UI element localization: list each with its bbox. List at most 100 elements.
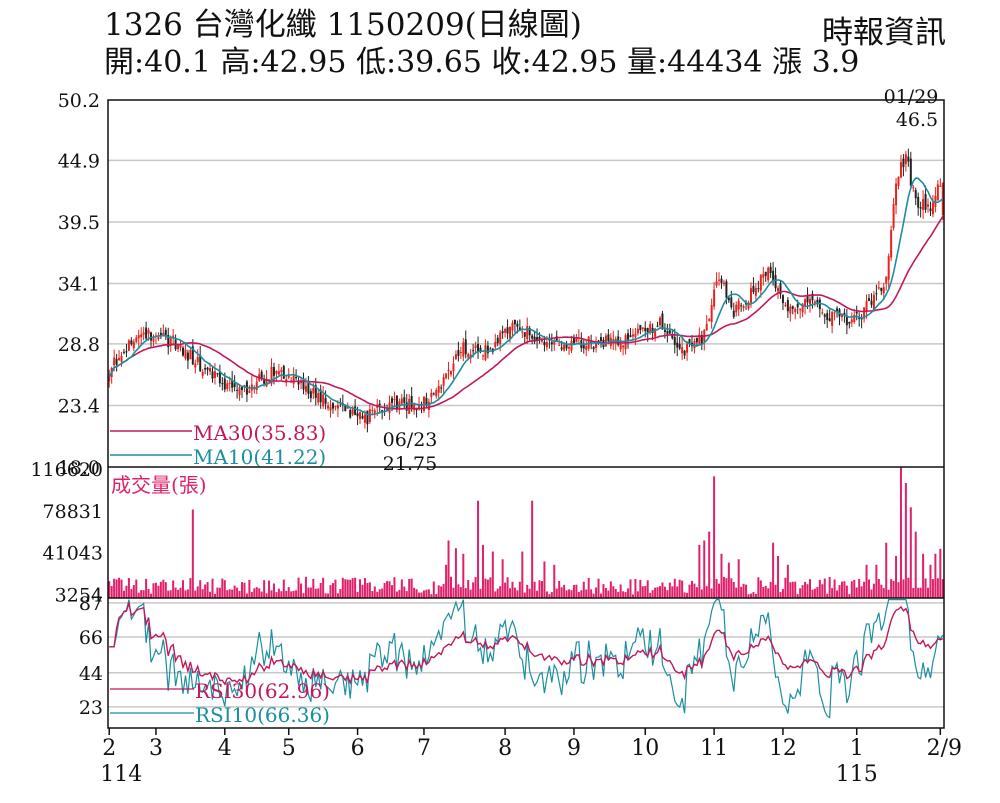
candle-body bbox=[671, 335, 674, 339]
volume-bar bbox=[767, 588, 770, 598]
candle-body bbox=[826, 313, 829, 320]
volume-bar bbox=[467, 579, 470, 598]
candle-body bbox=[454, 354, 457, 359]
volume-bar bbox=[376, 591, 379, 598]
candle-body bbox=[774, 275, 777, 289]
candle-body bbox=[477, 344, 480, 353]
candle-body bbox=[511, 322, 514, 331]
year-label: 115 bbox=[836, 762, 878, 787]
volume-bar bbox=[612, 586, 615, 598]
volume-bar bbox=[331, 583, 334, 598]
candle-body bbox=[157, 337, 160, 340]
volume-bar bbox=[752, 592, 755, 598]
volume-bar bbox=[673, 578, 676, 598]
price-summary: 開:40.1 高:42.95 低:39.65 收:42.95 量:44434 漲… bbox=[104, 45, 860, 80]
volume-bar bbox=[169, 590, 172, 598]
candle-body bbox=[570, 340, 573, 351]
volume-bar bbox=[649, 592, 652, 598]
volume-bar bbox=[386, 581, 389, 598]
volume-bar bbox=[936, 578, 939, 598]
candle-body bbox=[629, 335, 632, 338]
candle-body bbox=[300, 381, 303, 384]
volume-bar bbox=[808, 579, 811, 598]
x-tick-label: 9 bbox=[567, 736, 581, 761]
volume-bar bbox=[904, 482, 907, 598]
candle-body bbox=[870, 300, 873, 305]
volume-bar bbox=[801, 585, 804, 598]
volume-bar bbox=[887, 589, 890, 598]
candle-body bbox=[708, 319, 711, 322]
volume-bar bbox=[354, 577, 357, 598]
volume-bar bbox=[275, 592, 278, 598]
volume-bar bbox=[528, 588, 531, 598]
candle-body bbox=[459, 352, 462, 354]
volume-bar bbox=[137, 592, 140, 598]
candle-body bbox=[927, 204, 930, 207]
volume-bar bbox=[339, 589, 342, 598]
candle-body bbox=[270, 366, 273, 384]
volume-bar bbox=[730, 578, 733, 598]
volume-bar bbox=[789, 582, 792, 598]
volume-bar bbox=[393, 577, 396, 598]
volume-bar bbox=[400, 579, 403, 598]
volume-bar bbox=[191, 509, 194, 598]
candle-body bbox=[823, 314, 826, 317]
candle-body bbox=[526, 325, 529, 340]
volume-bar bbox=[747, 594, 750, 598]
candle-body bbox=[934, 195, 937, 207]
volume-bar bbox=[462, 553, 465, 598]
candle-body bbox=[639, 325, 642, 331]
volume-bar bbox=[373, 586, 376, 598]
volume-bar bbox=[405, 591, 408, 598]
candle-body bbox=[462, 342, 465, 357]
volume-bar bbox=[703, 540, 706, 598]
volume-bar bbox=[550, 592, 553, 598]
volume-bar bbox=[110, 586, 113, 598]
candle-body bbox=[506, 327, 509, 334]
volume-bar bbox=[690, 580, 693, 598]
candle-body bbox=[450, 370, 453, 375]
volume-bar bbox=[826, 593, 829, 598]
volume-bar bbox=[875, 564, 878, 598]
volume-bar bbox=[558, 580, 561, 598]
volume-bar bbox=[796, 594, 799, 598]
rsi30-line bbox=[109, 600, 944, 686]
candle-body bbox=[718, 279, 721, 281]
volume-bar bbox=[447, 540, 450, 598]
candle-body bbox=[393, 398, 396, 401]
candle-body bbox=[432, 393, 435, 395]
candle-body bbox=[604, 335, 607, 347]
volume-bar bbox=[228, 589, 231, 598]
candle-body bbox=[791, 306, 794, 309]
x-tick-label: 2 bbox=[102, 736, 116, 761]
candle-body bbox=[853, 314, 856, 323]
volume-bar bbox=[614, 589, 617, 598]
candle-body bbox=[538, 336, 541, 340]
price-tick-label: 23.4 bbox=[58, 395, 100, 417]
candle-body bbox=[523, 332, 526, 337]
candle-body bbox=[575, 337, 578, 343]
volume-bar bbox=[762, 586, 765, 598]
candle-body bbox=[585, 346, 588, 350]
volume-bar bbox=[518, 581, 521, 598]
candle-body bbox=[663, 329, 666, 332]
candle-body bbox=[302, 378, 305, 390]
volume-bar bbox=[536, 590, 539, 598]
candle-body bbox=[801, 303, 804, 313]
volume-bar bbox=[280, 591, 283, 598]
volume-bar bbox=[253, 588, 256, 598]
volume-bar bbox=[880, 584, 883, 598]
volume-bar bbox=[929, 564, 932, 598]
candle-body bbox=[452, 363, 455, 372]
candle-body bbox=[850, 319, 853, 323]
candle-body bbox=[457, 350, 460, 356]
volume-bar bbox=[309, 587, 312, 598]
ma10-legend-label: MA10(41.22) bbox=[193, 445, 326, 469]
candle-body bbox=[381, 410, 384, 412]
candle-body bbox=[902, 158, 905, 168]
x-tick-label: 11 bbox=[700, 736, 728, 761]
volume-bar bbox=[585, 589, 588, 598]
volume-bar bbox=[580, 590, 583, 598]
ma30-line bbox=[108, 215, 944, 410]
high-date-annotation: 01/29 bbox=[884, 86, 939, 108]
